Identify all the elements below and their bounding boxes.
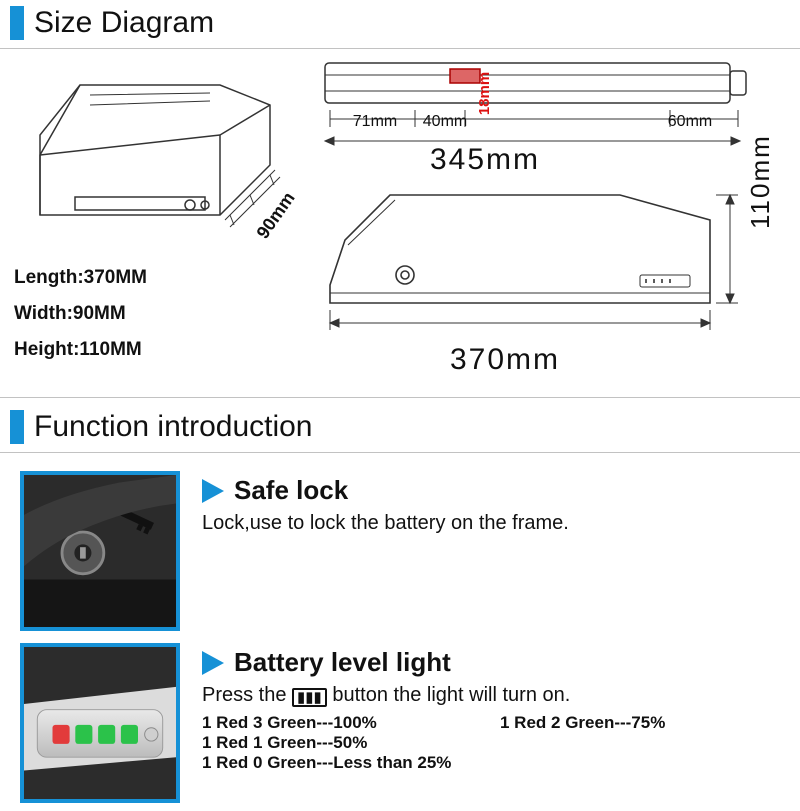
function-text-lock: Safe lock Lock,use to lock the battery o…: [202, 471, 780, 537]
divider: [0, 452, 800, 453]
dim-345mm: 345mm: [430, 143, 540, 177]
top-dimensions: 71mm 40mm 60mm: [335, 113, 725, 131]
dim-110mm: 110mm: [745, 134, 776, 229]
section-title: Size Diagram: [34, 6, 214, 40]
thumb-safe-lock: [20, 471, 180, 631]
function-row-lock: Safe lock Lock,use to lock the battery o…: [0, 459, 800, 639]
dim-60mm: 60mm: [655, 113, 725, 131]
spec-height: Height:110MM: [14, 332, 147, 368]
battery-button-icon: ▮▮▮: [292, 688, 327, 707]
function-row-level: Battery level light Press the ▮▮▮ button…: [0, 639, 800, 811]
spec-width: Width:90MM: [14, 296, 147, 332]
spec-length: Length:370MM: [14, 260, 147, 296]
divider: [0, 48, 800, 49]
level-grid: 1 Red 3 Green---100% 1 Red 2 Green---75%…: [202, 713, 780, 773]
func-desc: Lock,use to lock the battery on the fram…: [202, 510, 780, 537]
dim-18mm: 18mm: [476, 72, 493, 115]
level-line: 1 Red 1 Green---50%: [202, 733, 482, 753]
battery-iso-sketch: [20, 65, 290, 245]
func-desc: Press the ▮▮▮ button the light will turn…: [202, 682, 780, 709]
dim-40mm: 40mm: [415, 113, 475, 131]
thumb-battery-level: [20, 643, 180, 803]
triangle-icon: [202, 479, 224, 503]
divider: [0, 397, 800, 398]
battery-side-sketch: [320, 185, 760, 335]
dim-370mm: 370mm: [450, 343, 560, 377]
spec-list: Length:370MM Width:90MM Height:110MM: [14, 260, 147, 368]
desc-post: button the light will turn on.: [332, 684, 570, 706]
accent-bar: [10, 410, 24, 444]
accent-bar: [10, 6, 24, 40]
section-header-func: Function introduction: [0, 404, 800, 450]
function-text-level: Battery level light Press the ▮▮▮ button…: [202, 643, 780, 773]
triangle-icon: [202, 651, 224, 675]
section-header-size: Size Diagram: [0, 0, 800, 46]
level-line: 1 Red 3 Green---100%: [202, 713, 482, 733]
func-title: Battery level light: [234, 647, 451, 678]
section-title: Function introduction: [34, 410, 313, 444]
func-title: Safe lock: [234, 475, 348, 506]
level-line: 1 Red 0 Green---Less than 25%: [202, 753, 780, 773]
level-line: 1 Red 2 Green---75%: [500, 713, 780, 733]
dim-71mm: 71mm: [335, 113, 415, 131]
size-diagram: 90mm Length:370MM Width:90MM Height:110M…: [0, 55, 800, 395]
desc-pre: Press the: [202, 684, 286, 706]
